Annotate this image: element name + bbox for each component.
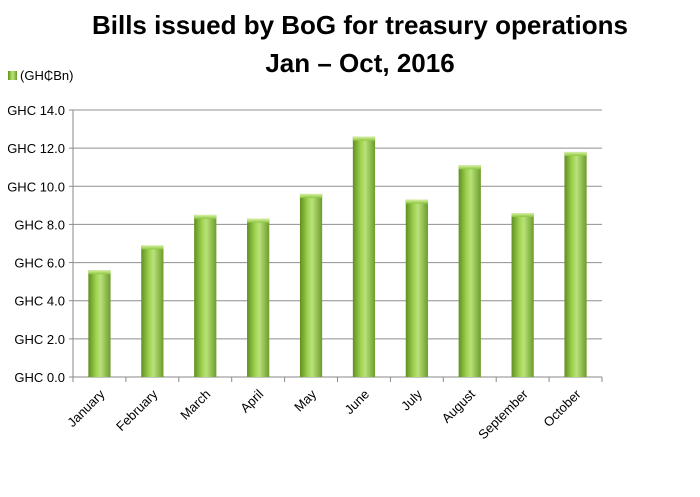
- x-tick-label: July: [398, 386, 425, 413]
- bar-march: [194, 214, 217, 377]
- x-tick-label: March: [177, 387, 213, 423]
- y-tick-label: GHC 10.0: [7, 179, 65, 194]
- bar-cap: [405, 199, 428, 204]
- bar-june: [352, 136, 376, 377]
- x-tick-label: May: [291, 386, 319, 414]
- y-tick-label: GHC 8.0: [14, 217, 65, 232]
- bar-cap: [194, 214, 217, 219]
- x-tick-label: June: [342, 387, 373, 418]
- bar-july: [405, 199, 428, 377]
- bars: [88, 136, 587, 377]
- bar-january: [88, 270, 111, 377]
- y-axis: GHC 0.0 GHC 2.0 GHC 4.0 GHC 6.0 GHC 8.0 GHC 1…: [7, 103, 74, 385]
- bar-cap: [458, 165, 481, 170]
- bar-may: [299, 193, 323, 377]
- y-tick-label: GHC 4.0: [14, 294, 65, 309]
- y-tick-label: GHC 0.0: [14, 370, 65, 385]
- y-tick-label: GHC 14.0: [7, 103, 65, 118]
- chart-title: Bills issued by BoG for treasury operati…: [92, 10, 628, 40]
- x-tick-label: October: [540, 386, 584, 430]
- x-axis: January February March April May June July Augu…: [64, 377, 603, 442]
- bar-cap: [88, 270, 111, 275]
- bar-october: [564, 151, 587, 377]
- legend: (GH₵Bn): [8, 68, 73, 83]
- x-tick-label: April: [237, 386, 266, 415]
- bar-august: [458, 165, 481, 377]
- bar-february: [141, 245, 164, 377]
- legend-label: (GH₵Bn): [20, 68, 73, 83]
- x-tick-label: February: [113, 386, 161, 434]
- legend-swatch: [8, 71, 17, 80]
- chart-subtitle: Jan – Oct, 2016: [265, 48, 454, 78]
- x-tick-label: August: [439, 386, 478, 425]
- bar-september: [511, 212, 534, 377]
- bar-cap: [299, 193, 323, 198]
- x-tick-label: January: [64, 386, 108, 430]
- y-tick-label: GHC 2.0: [14, 332, 65, 347]
- bar-cap: [511, 212, 534, 217]
- bar-april: [247, 218, 270, 377]
- y-tick-label: GHC 6.0: [14, 256, 65, 271]
- y-tick-label: GHC 12.0: [7, 141, 65, 156]
- bar-cap: [564, 151, 587, 156]
- bar-cap: [141, 245, 164, 250]
- x-tick-label: September: [475, 386, 531, 442]
- bar-cap: [352, 136, 376, 141]
- bar-cap: [247, 218, 270, 223]
